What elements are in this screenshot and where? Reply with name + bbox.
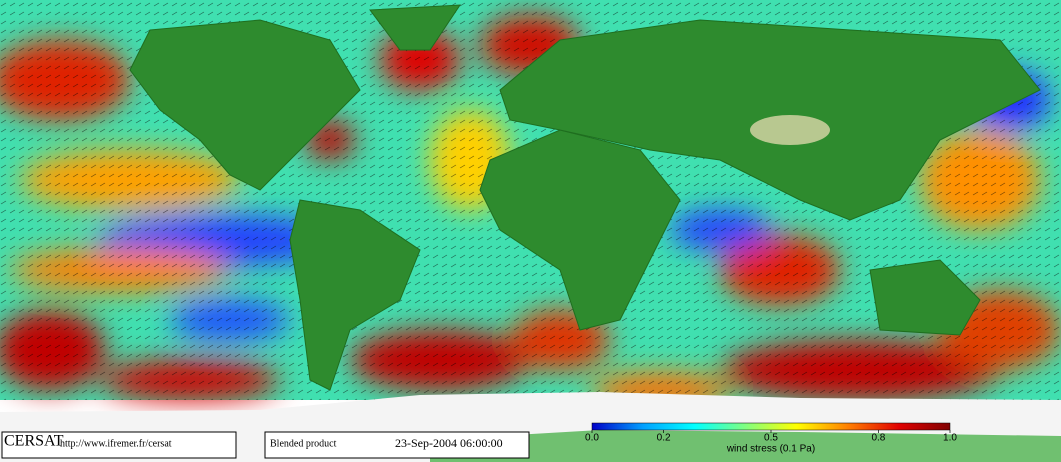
- logo: CERSAT: [4, 433, 64, 450]
- footer: CERSAT http://www.ifremer.fr/cersat Blen…: [1, 431, 530, 459]
- land: [129, 4, 1041, 391]
- colorbar-tick-label: 0.0: [585, 433, 599, 444]
- colorbar-label: wind stress (0.1 Pa): [726, 444, 815, 455]
- colorbar-scale: [591, 422, 951, 431]
- footer-box: [264, 431, 530, 459]
- product: Blended product: [270, 438, 337, 449]
- footer-box: [1, 431, 237, 459]
- colorbar-tick-label: 0.2: [657, 433, 671, 444]
- colorbar-tick-label: 1.0: [943, 433, 957, 444]
- url: http://www.ifremer.fr/cersat: [60, 438, 172, 449]
- colorbar-tick-label: 0.5: [764, 433, 778, 444]
- colorbar-tick-label: 0.8: [871, 433, 885, 444]
- date: 23-Sep-2004 06:00:00: [395, 436, 503, 450]
- colorbar: wind stress (0.1 Pa) 0.0 0.2 0.5 0.8 1.0: [585, 422, 957, 455]
